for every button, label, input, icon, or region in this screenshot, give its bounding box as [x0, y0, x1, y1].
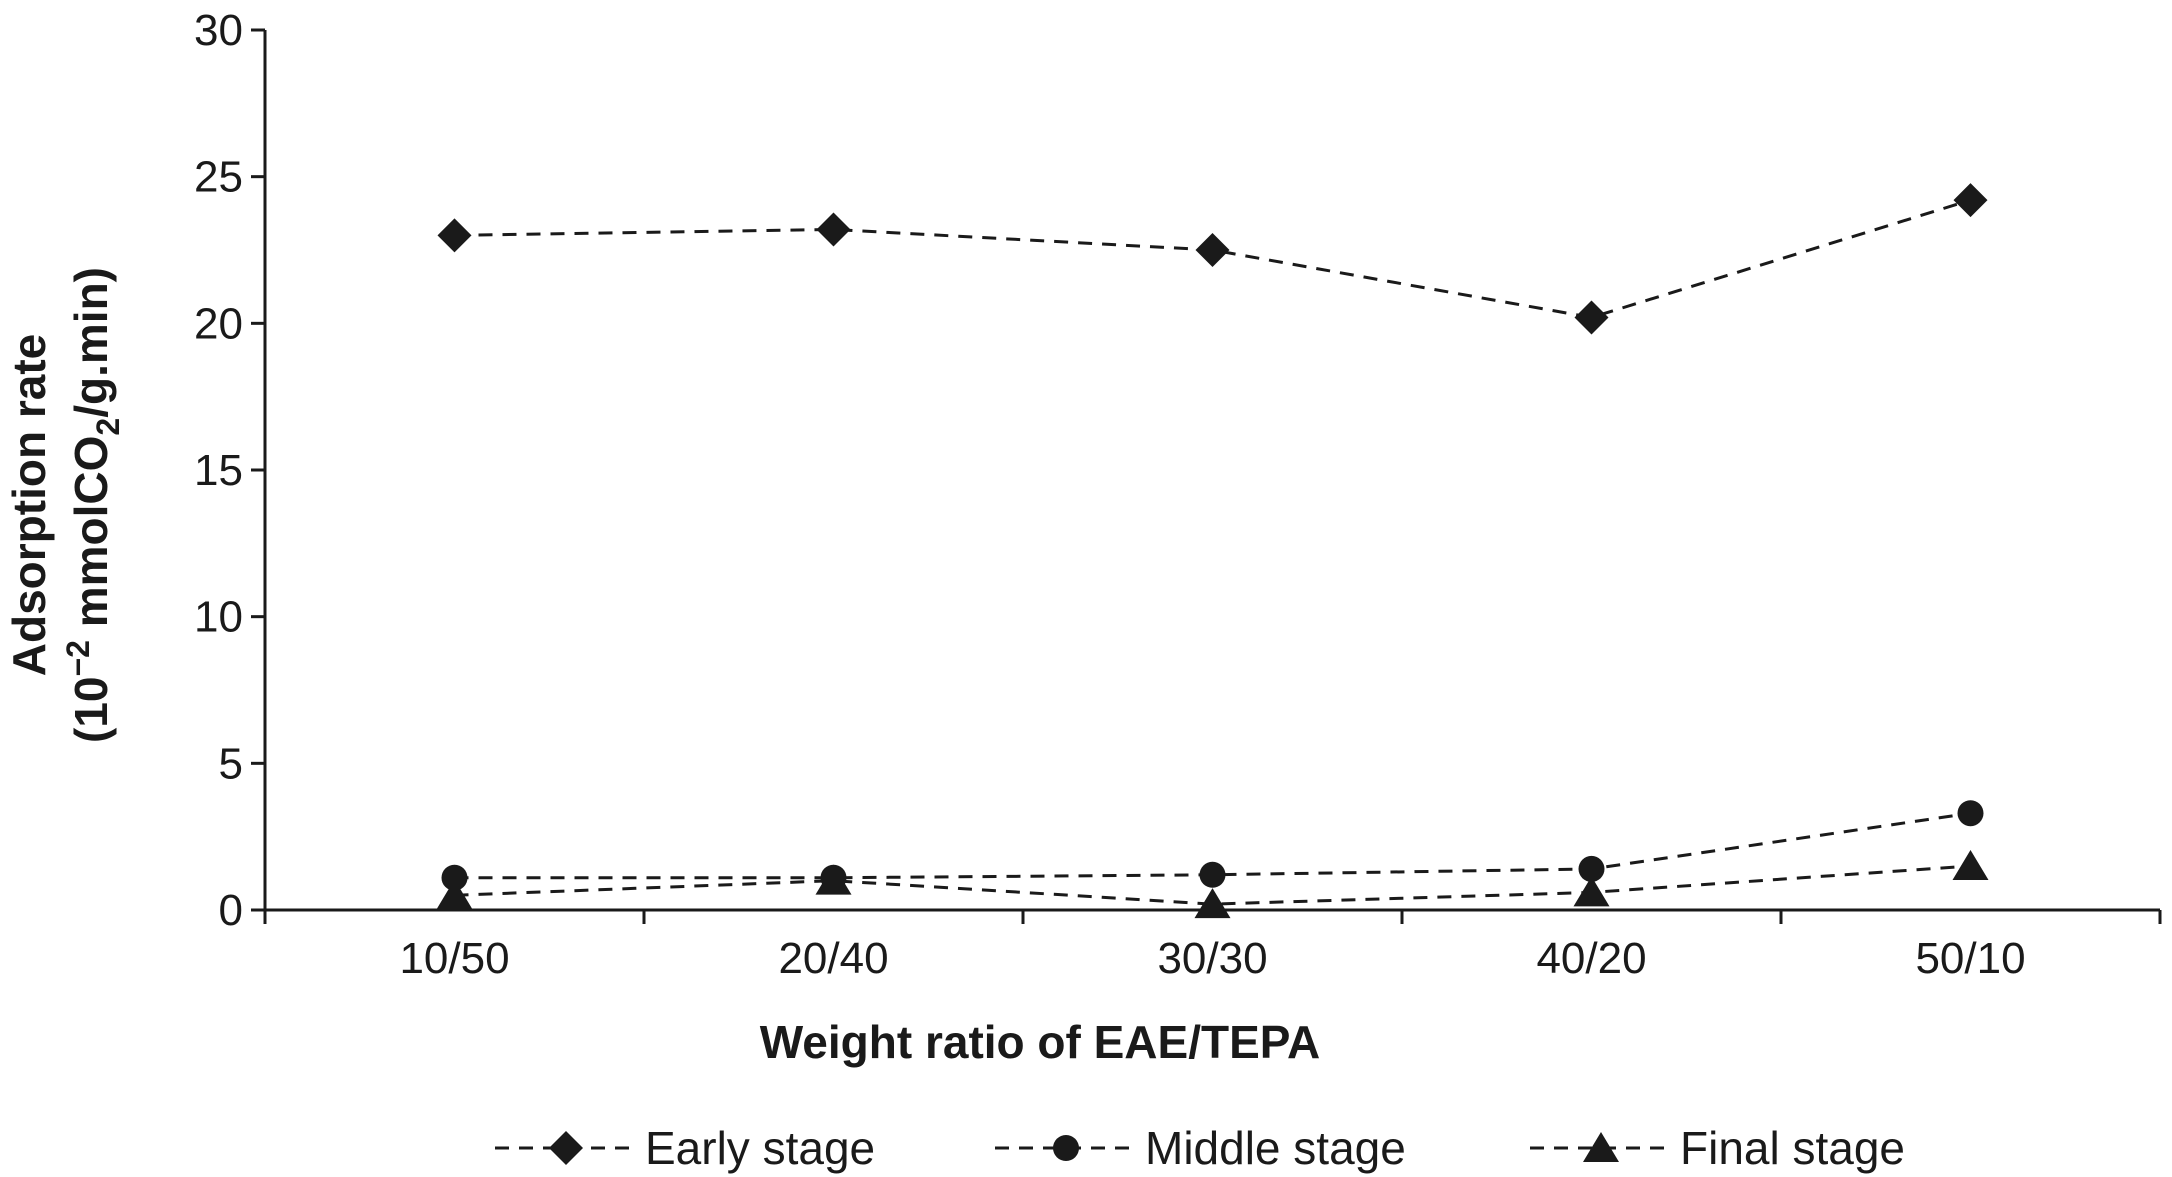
- data-point: [815, 864, 852, 895]
- legend-marker: [1053, 1135, 1079, 1161]
- data-point: [1199, 861, 1226, 888]
- y-tick-label: 25: [194, 153, 243, 202]
- legend-label: Early stage: [645, 1122, 875, 1174]
- data-point: [1953, 183, 1988, 218]
- y-tick-label: 5: [219, 739, 243, 788]
- data-point: [436, 879, 473, 910]
- legend-item: Final stage: [1530, 1122, 1905, 1174]
- data-point: [1195, 233, 1230, 267]
- y-tick-label: 15: [194, 446, 243, 495]
- data-point: [1957, 800, 1984, 827]
- legend-marker: [1583, 1132, 1619, 1162]
- series-2: [436, 850, 1989, 919]
- x-axis-title: Weight ratio of EAE/TEPA: [760, 1016, 1321, 1068]
- data-point: [1573, 876, 1610, 907]
- y-tick-label: 20: [194, 299, 243, 348]
- x-axis: 10/50 20/40 30/30 40/20 50/10: [263, 908, 2162, 983]
- legend-item: Middle stage: [995, 1122, 1406, 1174]
- y-axis-title-line1: Adsorption rate: [3, 334, 55, 676]
- series-line: [454, 811, 1971, 880]
- legend-label: Middle stage: [1145, 1122, 1406, 1174]
- legend-item: Early stage: [495, 1122, 875, 1174]
- y-tick-label: 30: [194, 6, 243, 55]
- series-1: [441, 800, 1984, 891]
- legend-label: Final stage: [1680, 1122, 1905, 1174]
- series-layer: [436, 183, 1989, 919]
- y-axis: 0 5 10 15 20 25 30: [194, 6, 267, 935]
- data-point: [441, 864, 468, 891]
- x-tick-label: 40/20: [1536, 934, 1646, 983]
- legend: Early stage Middle stage Final stage: [495, 1122, 1905, 1174]
- x-tick-label: 20/40: [778, 934, 888, 983]
- data-point: [1574, 300, 1609, 335]
- y-axis-title: Adsorption rate (10−2 mmolCO2/g.min): [3, 267, 126, 743]
- x-tick-label: 10/50: [399, 934, 509, 983]
- series-0: [437, 183, 1988, 335]
- legend-marker: [549, 1131, 583, 1165]
- x-tick-label: 30/30: [1157, 934, 1267, 983]
- series-line: [454, 864, 1971, 906]
- x-tick-label: 50/10: [1915, 934, 2025, 983]
- data-point: [1952, 850, 1989, 880]
- data-point: [816, 212, 851, 247]
- y-tick-label: 0: [219, 886, 243, 935]
- data-point: [437, 218, 472, 253]
- data-point: [1194, 888, 1231, 919]
- y-tick-label: 10: [194, 593, 243, 642]
- data-point: [1578, 855, 1605, 882]
- series-line: [454, 198, 1971, 320]
- y-axis-title-line2: (10−2 mmolCO2/g.min): [60, 267, 126, 743]
